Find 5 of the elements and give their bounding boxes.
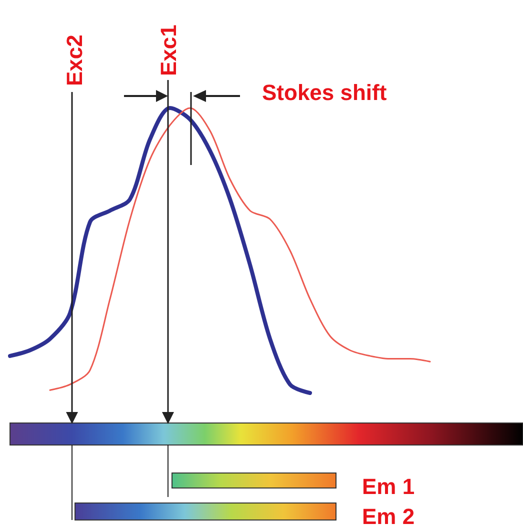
text: Exc1 — [156, 24, 181, 76]
text: Em 2 — [362, 504, 415, 529]
text: Em 1 — [362, 474, 415, 499]
text: Exc2 — [62, 34, 87, 86]
text: Stokes shift — [262, 80, 387, 105]
